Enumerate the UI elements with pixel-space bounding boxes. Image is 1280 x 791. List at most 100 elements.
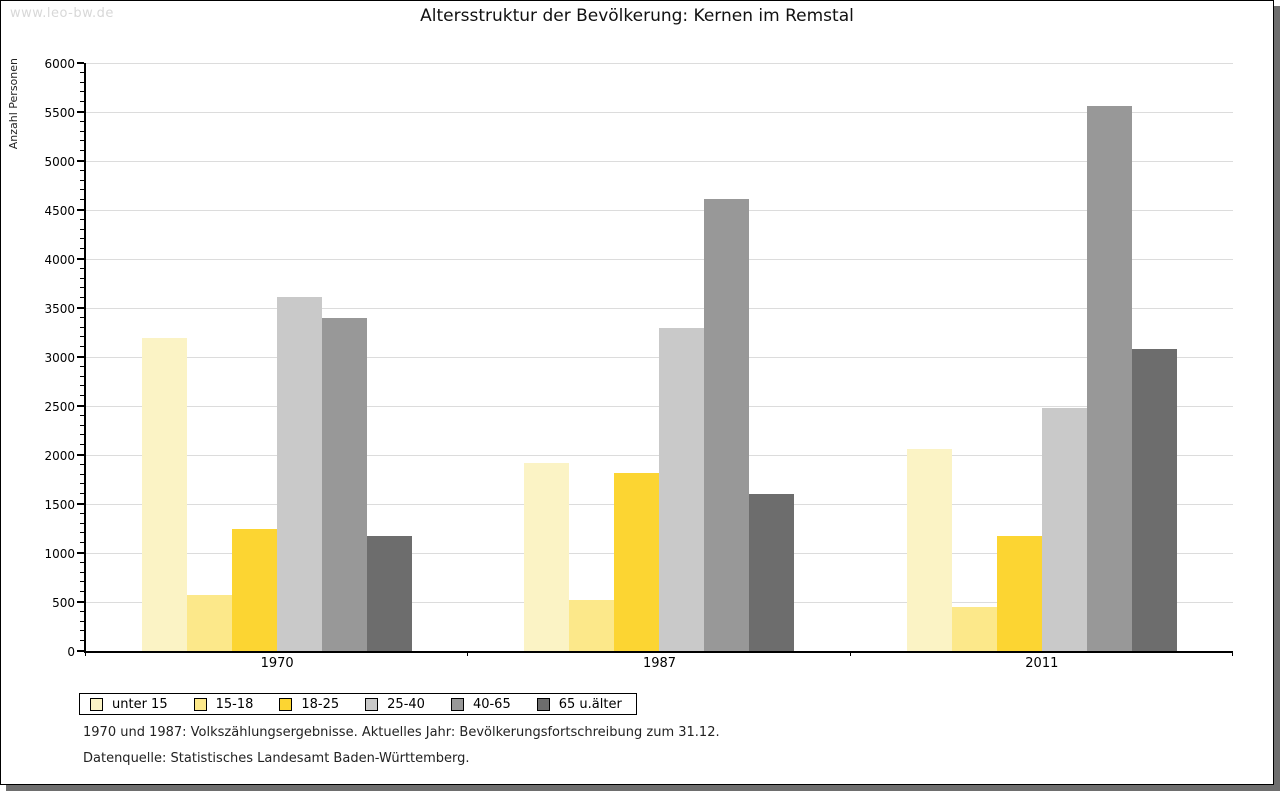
y-minor-tick-4100 bbox=[80, 248, 84, 250]
x-boundary-tick-0 bbox=[85, 651, 86, 656]
y-major-tick-500 bbox=[77, 601, 84, 603]
gridline-4000 bbox=[86, 259, 1233, 260]
y-minor-tick-3300 bbox=[80, 326, 84, 328]
gridline-4500 bbox=[86, 210, 1233, 211]
y-minor-tick-4300 bbox=[80, 228, 84, 230]
y-minor-tick-900 bbox=[80, 561, 84, 563]
x-category-label-1987: 1987 bbox=[642, 656, 677, 671]
y-major-tick-1000 bbox=[77, 552, 84, 554]
chart-title: Altersstruktur der Bevölkerung: Kernen i… bbox=[420, 6, 854, 26]
bar-18-25-1987 bbox=[614, 472, 660, 651]
bar-25-40-1970 bbox=[277, 297, 323, 651]
y-minor-tick-5100 bbox=[80, 150, 84, 152]
gridline-5500 bbox=[86, 112, 1233, 113]
bar-unter-15-2011 bbox=[906, 449, 952, 651]
x-category-label-2011: 2011 bbox=[1025, 656, 1059, 671]
legend-label-18-25: 18-25 bbox=[301, 696, 340, 712]
legend: unter 15 15-18 18-25 25-40 40-65 65 u.älter bbox=[79, 693, 637, 715]
y-minor-tick-4900 bbox=[80, 169, 84, 171]
y-tick-label-500: 500 bbox=[52, 596, 75, 610]
y-minor-tick-1100 bbox=[80, 542, 84, 544]
y-minor-tick-1400 bbox=[80, 512, 84, 514]
bar-group-1987 bbox=[468, 63, 850, 651]
y-minor-tick-3100 bbox=[80, 346, 84, 348]
y-minor-tick-1700 bbox=[80, 483, 84, 485]
y-minor-tick-2600 bbox=[80, 395, 84, 397]
y-minor-tick-4400 bbox=[80, 218, 84, 220]
legend-item-65-u-lter: 65 u.älter bbox=[536, 697, 622, 712]
y-minor-tick-5600 bbox=[80, 101, 84, 103]
bar-18-25-2011 bbox=[996, 536, 1042, 651]
legend-label-15-18: 15-18 bbox=[215, 696, 254, 712]
y-major-tick-2000 bbox=[77, 454, 84, 456]
y-major-tick-5000 bbox=[77, 160, 84, 162]
bar-25-40-2011 bbox=[1041, 407, 1087, 651]
y-minor-tick-3900 bbox=[80, 267, 84, 269]
gridline-5000 bbox=[86, 161, 1233, 162]
watermark: www.leo-bw.de bbox=[10, 6, 114, 21]
y-minor-tick-600 bbox=[80, 591, 84, 593]
y-minor-tick-700 bbox=[80, 581, 84, 583]
legend-item-40-65: 40-65 bbox=[450, 697, 511, 712]
y-minor-tick-2400 bbox=[80, 414, 84, 416]
y-major-tick-2500 bbox=[77, 405, 84, 407]
y-major-tick-4500 bbox=[77, 209, 84, 211]
bar-group-2011 bbox=[851, 63, 1233, 651]
x-axis-line bbox=[84, 651, 1233, 653]
y-tick-label-3000: 3000 bbox=[44, 351, 75, 365]
y-axis-title: Anzahl Personen bbox=[7, 58, 20, 150]
y-minor-tick-5200 bbox=[80, 140, 84, 142]
bar-65-u-lter-1970 bbox=[367, 536, 413, 651]
y-minor-tick-2700 bbox=[80, 385, 84, 387]
legend-label-25-40: 25-40 bbox=[387, 696, 425, 712]
gridline-3500 bbox=[86, 308, 1233, 309]
x-boundary-tick-1 bbox=[467, 651, 469, 656]
bar-unter-15-1987 bbox=[524, 462, 570, 651]
y-major-tick-3500 bbox=[77, 307, 84, 309]
bar-25-40-1987 bbox=[659, 327, 705, 651]
legend-item-unter-15: unter 15 bbox=[90, 697, 168, 712]
y-major-tick-0 bbox=[77, 650, 84, 652]
y-minor-tick-300 bbox=[80, 620, 84, 622]
y-minor-tick-1800 bbox=[80, 473, 84, 475]
legend-swatch-65-u-lter-icon bbox=[536, 697, 550, 711]
bar-unter-15-1970 bbox=[142, 338, 188, 651]
bar-15-18-2011 bbox=[951, 606, 997, 651]
bar-40-65-1987 bbox=[704, 199, 750, 651]
y-tick-label-1000: 1000 bbox=[44, 547, 75, 561]
y-minor-tick-3600 bbox=[80, 297, 84, 299]
y-minor-tick-200 bbox=[80, 630, 84, 632]
y-tick-label-6000: 6000 bbox=[44, 57, 75, 71]
y-major-tick-1500 bbox=[77, 503, 84, 505]
y-minor-tick-5700 bbox=[80, 91, 84, 93]
gridline-6000 bbox=[86, 63, 1233, 64]
y-minor-tick-5900 bbox=[80, 71, 84, 73]
y-minor-tick-3800 bbox=[80, 277, 84, 279]
legend-swatch-15-18-icon bbox=[193, 697, 207, 711]
y-major-tick-3000 bbox=[77, 356, 84, 358]
y-minor-tick-2200 bbox=[80, 434, 84, 436]
y-minor-tick-5400 bbox=[80, 120, 84, 122]
y-minor-tick-2100 bbox=[80, 444, 84, 446]
y-minor-tick-2300 bbox=[80, 424, 84, 426]
bar-15-18-1987 bbox=[569, 600, 615, 651]
y-major-tick-4000 bbox=[77, 258, 84, 260]
y-tick-label-3500: 3500 bbox=[44, 302, 75, 316]
bar-15-18-1970 bbox=[187, 595, 233, 651]
y-minor-tick-100 bbox=[80, 640, 84, 642]
y-tick-label-5000: 5000 bbox=[44, 155, 75, 169]
y-minor-tick-5800 bbox=[80, 81, 84, 83]
y-minor-tick-4700 bbox=[80, 189, 84, 191]
bar-40-65-1970 bbox=[322, 317, 368, 651]
y-minor-tick-800 bbox=[80, 571, 84, 573]
x-boundary-tick-2 bbox=[849, 651, 851, 656]
plot-area: 0 500 1000 1500 2000 2500 3000 3500 4000 4500 5000… bbox=[44, 57, 1233, 671]
y-tick-label-1500: 1500 bbox=[44, 498, 75, 512]
y-major-tick-5500 bbox=[77, 111, 84, 113]
legend-item-15-18: 15-18 bbox=[193, 696, 254, 712]
bar-65-u-lter-1987 bbox=[749, 494, 795, 651]
y-minor-tick-4200 bbox=[80, 238, 84, 240]
y-axis-line bbox=[84, 63, 86, 651]
